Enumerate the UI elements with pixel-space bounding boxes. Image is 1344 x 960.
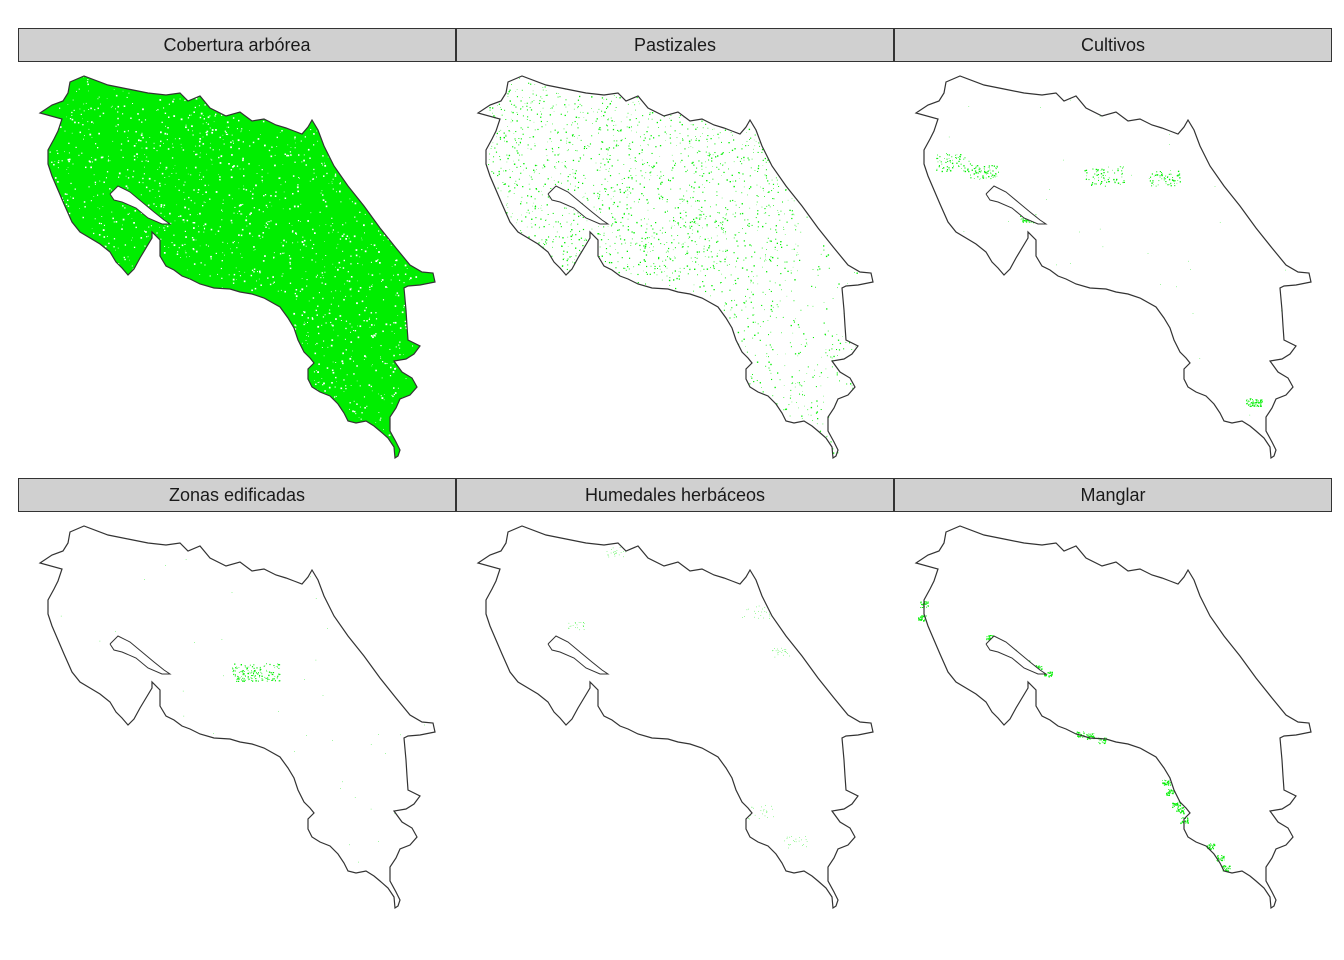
country-outline: [914, 75, 1312, 460]
panel-title: Pastizales: [456, 28, 894, 62]
country-outline: [914, 525, 1312, 910]
coverage-pixels: [488, 77, 858, 454]
country-outline: [38, 525, 436, 910]
panel-manglar: Manglar: [894, 478, 1332, 918]
country-map: [914, 525, 1312, 910]
country-outline: [476, 75, 874, 460]
panel-humedales-herbaceos: Humedales herbáceos: [456, 478, 894, 918]
panel-pastizales: Pastizales: [456, 28, 894, 468]
map-cobertura-arborea: [18, 72, 456, 468]
coverage-pixels: [49, 76, 436, 437]
country-background: [916, 526, 1311, 908]
panel-title: Zonas edificadas: [18, 478, 456, 512]
gulf-outline: [109, 635, 172, 675]
country-map: [476, 75, 874, 460]
coverage-fill: [40, 76, 435, 458]
panel-cultivos: Cultivos: [894, 28, 1332, 468]
coverage-pixels: [568, 547, 808, 849]
map-zonas-edificadas: [18, 522, 456, 918]
panel-zonas-edificadas: Zonas edificadas: [18, 478, 456, 918]
gulf-outline: [985, 635, 1048, 675]
panel-title: Cultivos: [894, 28, 1332, 62]
country-outline: [476, 525, 874, 910]
country-background: [916, 76, 1311, 458]
country-outline: [38, 75, 436, 460]
country-map: [38, 75, 436, 460]
country-map: [38, 525, 436, 910]
map-manglar: [894, 522, 1332, 918]
map-pastizales: [456, 72, 894, 468]
country-map: [476, 525, 874, 910]
coverage-pixels: [60, 559, 425, 863]
panel-title: Humedales herbáceos: [456, 478, 894, 512]
panel-title: Cobertura arbórea: [18, 28, 456, 62]
gulf-outline: [547, 635, 610, 675]
country-background: [478, 76, 873, 458]
panel-title: Manglar: [894, 478, 1332, 512]
country-map: [914, 75, 1312, 460]
gulf-outline: [985, 185, 1048, 225]
map-humedales-herbaceos: [456, 522, 894, 918]
country-background: [478, 526, 873, 908]
gulf-outline: [547, 185, 610, 225]
map-cultivos: [894, 72, 1332, 468]
panel-cobertura-arborea: Cobertura arbórea: [18, 28, 456, 468]
gulf-outline: [109, 185, 172, 225]
country-background: [40, 526, 435, 908]
